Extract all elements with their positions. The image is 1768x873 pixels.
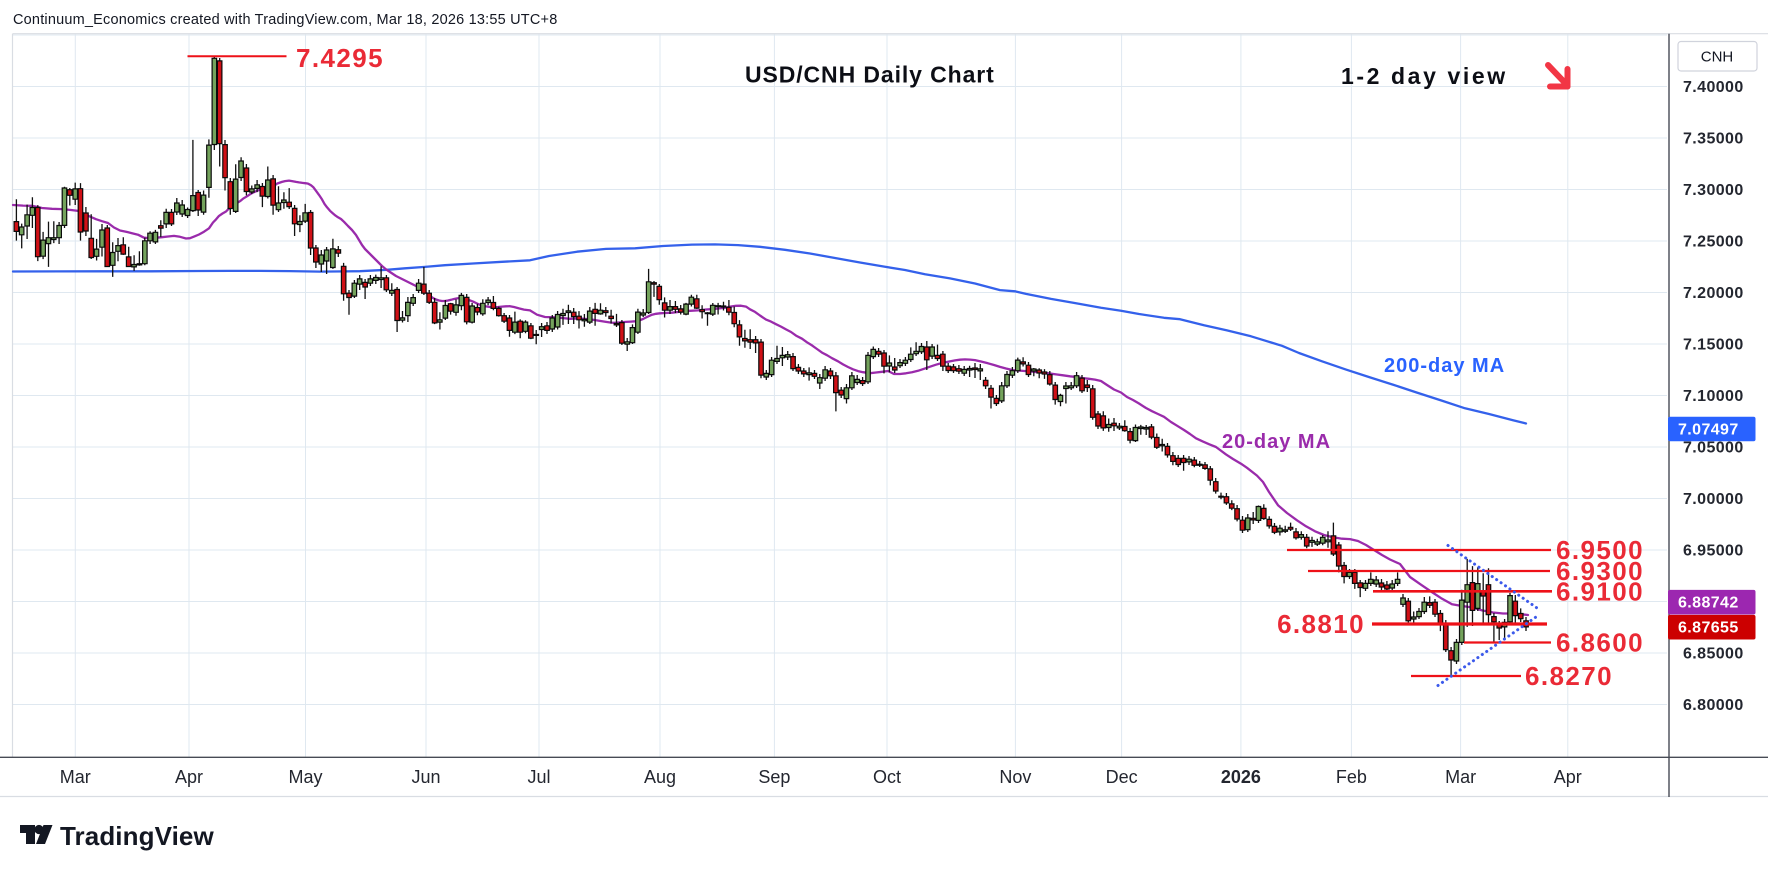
svg-text:May: May: [288, 767, 322, 787]
svg-text:7.05000: 7.05000: [1683, 440, 1744, 457]
svg-text:Oct: Oct: [873, 767, 901, 787]
svg-text:1-2 day view: 1-2 day view: [1341, 63, 1508, 89]
svg-text:7.30000: 7.30000: [1683, 182, 1744, 199]
svg-text:Nov: Nov: [999, 767, 1031, 787]
svg-text:Apr: Apr: [175, 767, 203, 787]
svg-text:20-day MA: 20-day MA: [1222, 431, 1331, 453]
svg-text:Aug: Aug: [644, 767, 676, 787]
svg-text:6.9100: 6.9100: [1556, 576, 1644, 606]
svg-text:USD/CNH Daily Chart: USD/CNH Daily Chart: [745, 62, 995, 88]
svg-text:200-day MA: 200-day MA: [1384, 355, 1505, 377]
svg-text:6.87655: 6.87655: [1678, 620, 1739, 637]
svg-text:Sep: Sep: [758, 767, 790, 787]
svg-text:7.20000: 7.20000: [1683, 285, 1744, 302]
svg-text:Mar: Mar: [1445, 767, 1476, 787]
svg-text:7.10000: 7.10000: [1683, 388, 1744, 405]
svg-text:7.07497: 7.07497: [1678, 422, 1739, 439]
svg-text:6.95000: 6.95000: [1683, 543, 1744, 560]
svg-text:Apr: Apr: [1554, 767, 1582, 787]
svg-text:7.15000: 7.15000: [1683, 337, 1744, 354]
svg-text:TradingView: TradingView: [60, 821, 214, 851]
svg-text:7.40000: 7.40000: [1683, 79, 1744, 96]
svg-text:6.9500: 6.9500: [1556, 535, 1644, 565]
svg-text:2026: 2026: [1221, 767, 1261, 787]
svg-text:6.9300: 6.9300: [1556, 556, 1644, 586]
svg-text:7.25000: 7.25000: [1683, 234, 1744, 251]
svg-text:Feb: Feb: [1336, 767, 1367, 787]
svg-text:6.8270: 6.8270: [1525, 661, 1613, 691]
svg-text:6.88742: 6.88742: [1678, 595, 1739, 612]
svg-text:6.8600: 6.8600: [1556, 628, 1644, 658]
svg-text:6.8810: 6.8810: [1277, 609, 1365, 639]
svg-text:CNH: CNH: [1701, 49, 1734, 66]
svg-text:Mar: Mar: [60, 767, 91, 787]
svg-text:Continuum_Economics created wi: Continuum_Economics created with Trading…: [13, 12, 557, 28]
svg-text:7.00000: 7.00000: [1683, 491, 1744, 508]
svg-text:6.85000: 6.85000: [1683, 646, 1744, 663]
svg-text:Jul: Jul: [527, 767, 550, 787]
svg-text:7.35000: 7.35000: [1683, 131, 1744, 148]
svg-text:Dec: Dec: [1106, 767, 1138, 787]
svg-text:7.4295: 7.4295: [296, 43, 384, 73]
svg-text:6.80000: 6.80000: [1683, 697, 1744, 714]
svg-text:Jun: Jun: [411, 767, 440, 787]
